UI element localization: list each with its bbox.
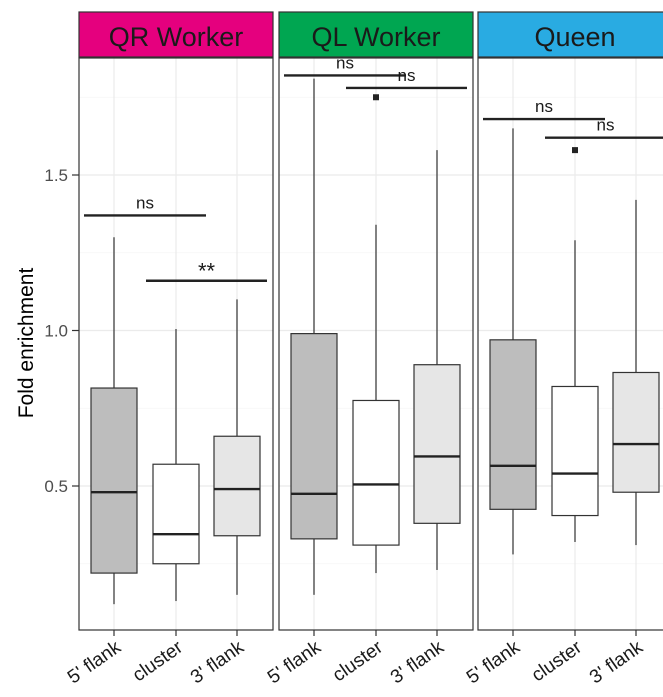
- x-tick-label: 3' flank: [387, 637, 448, 689]
- box-body: [352, 399, 400, 546]
- box-body: [90, 387, 138, 574]
- significance-label: ns: [398, 66, 416, 85]
- facet-panel: Queen ns ns 5' flank cluster 3' flank: [463, 11, 663, 689]
- box-body: [551, 385, 599, 517]
- box-3: [413, 150, 461, 570]
- box-2: [551, 147, 599, 542]
- box-2: [152, 328, 200, 602]
- significance-label: ns: [336, 53, 354, 72]
- significance-label: ns: [597, 116, 615, 135]
- facet-strip: [477, 11, 663, 58]
- box-3: [213, 299, 261, 595]
- box-body: [213, 435, 261, 537]
- x-tick-label: 3' flank: [586, 637, 647, 689]
- significance-label: ns: [136, 193, 154, 212]
- y-tick-label: 0.5: [44, 477, 68, 496]
- box-body: [152, 463, 200, 565]
- x-tick-label: cluster: [329, 637, 387, 687]
- box-3: [612, 199, 660, 546]
- x-tick-label: 5' flank: [264, 637, 325, 689]
- box-1: [290, 78, 338, 595]
- facet-strip-label: QR Worker: [109, 22, 244, 52]
- box-body: [612, 371, 660, 493]
- facet-strip: [78, 11, 274, 58]
- box-1: [90, 237, 138, 605]
- significance-label: **: [198, 259, 216, 284]
- box-body: [290, 333, 338, 540]
- x-tick-label: cluster: [129, 637, 187, 687]
- y-axis-label: Fold enrichment: [15, 268, 38, 419]
- facet-strip: [278, 11, 474, 58]
- outlier-point: [373, 94, 379, 101]
- box-body: [489, 339, 537, 510]
- box-1: [489, 128, 537, 555]
- facet-strip-label: QL Worker: [311, 22, 440, 52]
- x-tick-label: 5' flank: [64, 637, 125, 689]
- y-tick-label: 1.5: [44, 166, 68, 185]
- facet-panel: QR Worker ns ** 5' flank cluster 3' flank: [64, 11, 274, 689]
- box-2: [352, 94, 400, 574]
- significance-label: ns: [535, 97, 553, 116]
- facet-strip-label: Queen: [534, 22, 615, 52]
- x-tick-label: cluster: [528, 637, 586, 687]
- y-tick-label: 1.0: [44, 322, 68, 341]
- y-axis: 0.5 1.0 1.5: [44, 166, 79, 496]
- x-tick-label: 3' flank: [187, 637, 248, 689]
- box-body: [413, 364, 461, 524]
- x-tick-label: 5' flank: [463, 637, 524, 689]
- outlier-point: [572, 147, 578, 154]
